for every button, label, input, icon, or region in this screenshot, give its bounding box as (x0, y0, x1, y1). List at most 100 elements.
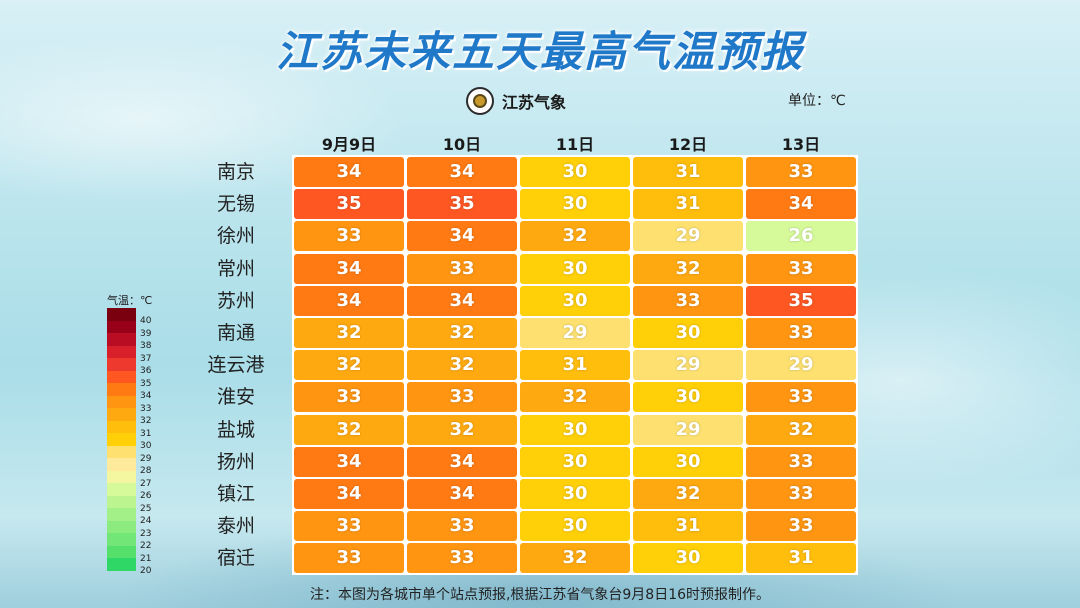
legend-swatch (107, 358, 136, 371)
row-header-city: 盐城 (216, 418, 255, 441)
legend-swatch (107, 333, 136, 346)
temperature-cell: 29 (633, 221, 743, 252)
temperature-cell: 33 (746, 511, 856, 542)
temperature-cell: 35 (407, 189, 517, 220)
temperature-cell: 31 (633, 189, 743, 220)
legend-swatch (107, 445, 136, 458)
temperature-cell: 33 (746, 446, 856, 477)
footnote: 注：本图为各城市单个站点预报,根据江苏省气象台9月8日16时预报制作。 (309, 587, 771, 603)
legend-swatch (107, 420, 136, 433)
row-header-city: 淮安 (216, 386, 255, 409)
legend-tick-label: 25 (140, 503, 152, 514)
legend-tick-label: 20 (140, 566, 152, 576)
legend-tick-label: 30 (140, 441, 152, 451)
temperature-cell: 33 (633, 285, 743, 316)
legend-swatch (107, 508, 136, 521)
column-header: 10日 (442, 135, 482, 154)
temperature-cell: 32 (520, 543, 630, 574)
temperature-cell: 30 (633, 382, 743, 413)
temperature-cell: 32 (520, 221, 630, 252)
row-header-city: 徐州 (216, 225, 255, 248)
legend-swatch (107, 320, 136, 333)
temperature-cell: 33 (746, 253, 856, 284)
legend-tick-label: 26 (140, 491, 152, 501)
legend-swatch (107, 495, 136, 508)
row-header-city: 南通 (216, 322, 255, 344)
row-header-city: 扬州 (216, 450, 255, 473)
legend-swatch (107, 533, 136, 546)
temperature-cell: 32 (407, 414, 517, 445)
temperature-cell: 34 (294, 285, 404, 316)
temperature-cell: 32 (633, 479, 743, 509)
temperature-cell: 33 (746, 318, 856, 348)
temperature-cell: 35 (746, 285, 856, 316)
legend-swatch (107, 433, 136, 446)
temperature-cell: 30 (520, 285, 630, 316)
temperature-cell: 34 (407, 221, 517, 252)
temperature-cell: 32 (520, 382, 630, 413)
row-header-city: 无锡 (216, 193, 255, 216)
temperature-cell: 34 (294, 479, 404, 509)
temperature-cell: 31 (746, 543, 856, 574)
temperature-cell: 33 (407, 253, 517, 284)
temperature-cell: 34 (294, 253, 404, 284)
legend-swatch (107, 308, 136, 321)
temperature-cell: 33 (746, 157, 856, 187)
temperature-cell: 31 (633, 157, 743, 187)
legend-title: 气温：℃ (107, 294, 153, 307)
temperature-cell: 33 (294, 221, 404, 252)
legend-tick-label: 33 (140, 403, 152, 414)
temperature-cell: 32 (294, 350, 404, 381)
row-header-city: 泰州 (216, 515, 255, 538)
legend-tick-label: 29 (140, 453, 152, 464)
temperature-cell: 32 (407, 318, 517, 348)
temperature-cell: 34 (746, 189, 856, 220)
temperature-cell: 31 (633, 511, 743, 542)
legend-tick-label: 39 (140, 328, 152, 339)
temperature-cell: 32 (633, 253, 743, 284)
unit-label: 单位：℃ (788, 93, 846, 109)
legend-tick-label: 35 (140, 378, 152, 389)
temperature-cell: 26 (746, 221, 856, 252)
temperature-cell: 31 (520, 350, 630, 381)
temperature-cell: 33 (294, 382, 404, 413)
temperature-cell: 34 (407, 479, 517, 509)
temperature-cell: 32 (746, 414, 856, 445)
temperature-cell: 34 (407, 157, 517, 187)
row-header-city: 镇江 (216, 483, 255, 505)
temperature-cell: 33 (294, 511, 404, 542)
legend-swatch (107, 483, 136, 496)
temperature-cell: 33 (746, 479, 856, 509)
legend-tick-label: 32 (140, 416, 152, 426)
legend-swatch (107, 395, 136, 408)
temperature-cell: 35 (294, 189, 404, 220)
legend-tick-label: 38 (140, 341, 152, 351)
temperature-cell: 34 (407, 285, 517, 316)
legend-swatch (107, 345, 136, 358)
temperature-cell: 30 (633, 543, 743, 574)
temperature-cell: 33 (407, 382, 517, 413)
legend-swatch (107, 408, 136, 421)
temperature-cell: 30 (520, 253, 630, 284)
legend-tick-label: 27 (140, 478, 152, 489)
temperature-cell: 30 (520, 189, 630, 220)
jiangsu-meteorology-emblem-icon (466, 87, 494, 115)
temperature-cell: 32 (294, 318, 404, 348)
temperature-grid: 34 34 30 31 33 35 35 30 31 34 33 34 32 29 26 34 33 30 32 33… (292, 155, 858, 575)
legend-tick-label: 40 (140, 316, 152, 326)
temperature-cell: 30 (520, 479, 630, 509)
page-title: 江苏未来五天最高气温预报 (275, 27, 804, 76)
row-header-city: 常州 (216, 257, 255, 280)
legend-tick-label: 34 (140, 391, 152, 401)
legend-tick-label: 28 (140, 466, 152, 476)
column-header: 12日 (668, 135, 708, 154)
temperature-cell: 33 (294, 543, 404, 574)
temperature-cell: 33 (407, 511, 517, 542)
legend-swatch (107, 370, 136, 383)
temperature-cell: 32 (407, 350, 517, 381)
temperature-cell: 30 (633, 318, 743, 348)
temperature-cell: 33 (746, 382, 856, 413)
legend-swatch (107, 558, 136, 571)
legend-tick-label: 37 (140, 353, 152, 364)
legend-swatch (107, 383, 136, 396)
